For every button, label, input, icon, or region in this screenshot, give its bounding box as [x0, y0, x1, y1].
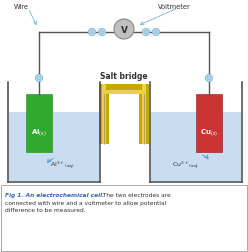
Bar	[9, 113, 99, 181]
Circle shape	[144, 31, 148, 35]
Text: Cu$_\mathsf{(s)}$: Cu$_\mathsf{(s)}$	[200, 127, 218, 138]
Circle shape	[100, 31, 104, 35]
Text: Salt bridge: Salt bridge	[100, 72, 148, 81]
Text: V: V	[121, 25, 127, 34]
Text: Al$^{3+}$$_\mathsf{(aq)}$: Al$^{3+}$$_\mathsf{(aq)}$	[50, 159, 74, 170]
Text: The two electrodes are: The two electrodes are	[101, 192, 171, 197]
Circle shape	[152, 29, 160, 37]
Circle shape	[90, 31, 94, 35]
Bar	[99, 85, 149, 94]
Circle shape	[207, 77, 211, 80]
Bar	[139, 85, 149, 144]
Text: Cu$^{2+}$$_\mathsf{(aq)}$: Cu$^{2+}$$_\mathsf{(aq)}$	[172, 159, 200, 170]
Text: Voltmeter: Voltmeter	[158, 4, 191, 10]
Bar	[102, 90, 146, 94]
Bar	[99, 85, 109, 144]
Circle shape	[37, 77, 41, 80]
Circle shape	[35, 75, 43, 82]
Text: Fig 1. An electrochemical cell.: Fig 1. An electrochemical cell.	[5, 192, 104, 197]
Circle shape	[88, 29, 96, 37]
Bar	[102, 85, 106, 144]
Circle shape	[142, 29, 150, 37]
Bar	[1, 185, 247, 251]
Circle shape	[205, 75, 213, 82]
Text: Wire: Wire	[14, 4, 29, 10]
Text: difference to be measured.: difference to be measured.	[5, 208, 86, 213]
Circle shape	[154, 31, 158, 35]
Circle shape	[98, 29, 106, 37]
Bar	[142, 85, 146, 144]
Bar	[26, 94, 52, 152]
Bar	[196, 94, 222, 152]
Circle shape	[114, 20, 134, 40]
Text: connected with wire and a voltmeter to allow potential: connected with wire and a voltmeter to a…	[5, 200, 166, 205]
Bar	[151, 113, 241, 181]
Text: Al$_\mathsf{(s)}$: Al$_\mathsf{(s)}$	[31, 127, 47, 138]
